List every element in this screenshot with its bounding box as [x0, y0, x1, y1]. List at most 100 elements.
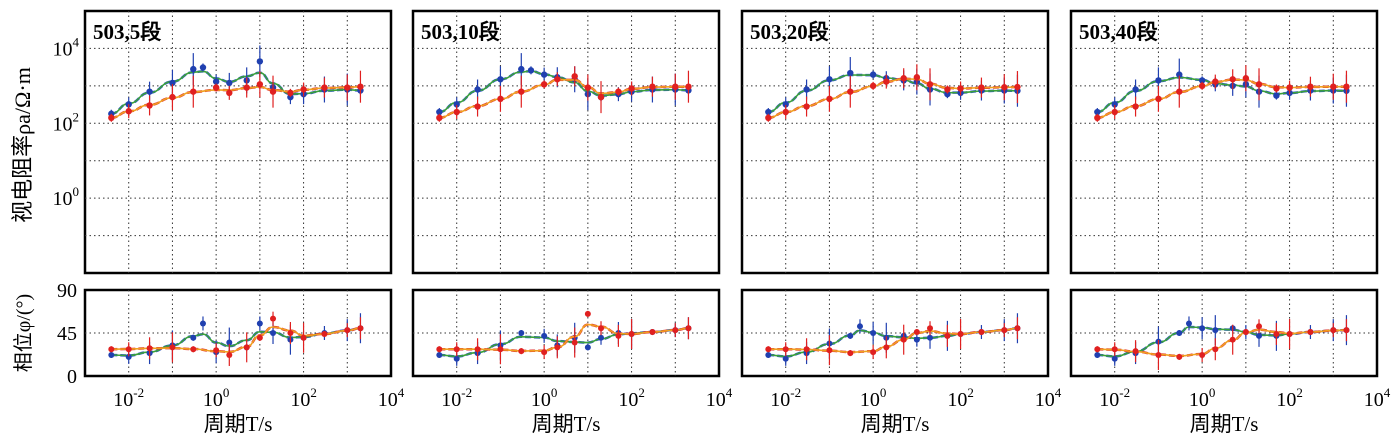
x-tick-label: 100	[860, 385, 887, 411]
phase-data-point	[1185, 320, 1192, 327]
panel-title: 503,5段	[93, 20, 161, 44]
rho-data-point	[826, 76, 833, 83]
rho-data-point	[615, 88, 622, 95]
tick-exponent: 2	[73, 109, 80, 124]
phase-data-point	[782, 346, 789, 353]
rho-data-point	[584, 84, 592, 91]
tick-exponent: 4	[726, 385, 733, 400]
x-tick-label: 10-2	[441, 385, 472, 411]
rho-data-point	[1273, 92, 1280, 99]
rho-data-point	[1014, 83, 1021, 91]
phase-data-point	[199, 320, 206, 327]
panel-title: 503,20段	[750, 20, 829, 44]
rho-data-point	[957, 85, 964, 92]
phase-data-point	[883, 344, 890, 351]
phase-data-point	[856, 323, 863, 330]
rho-data-point	[357, 83, 364, 90]
phase-data-point	[1111, 355, 1118, 362]
rho-data-point	[436, 108, 443, 116]
rho-tick-label: 100	[53, 184, 80, 210]
rho-data-point	[913, 74, 921, 81]
phase-data-point	[1212, 327, 1219, 334]
rho-data-point	[226, 79, 233, 87]
phase-data-point	[913, 329, 920, 336]
rho-data-point	[1094, 114, 1101, 122]
rho-data-point	[146, 102, 153, 109]
phase-data-point	[169, 344, 176, 351]
phase-data-point	[685, 325, 692, 332]
phase-data-point	[628, 330, 635, 337]
rho-data-point	[554, 76, 561, 83]
rho-plot-frame	[83, 9, 393, 275]
phase-data-point	[213, 347, 220, 354]
rho-data-point	[300, 86, 307, 93]
phase-data-point	[321, 330, 328, 337]
tick-exponent: 2	[967, 385, 974, 400]
phase-data-point	[1273, 330, 1280, 337]
x-axis-label: 周期T/s	[204, 412, 273, 436]
rho-data-point	[540, 71, 548, 78]
tick-base: 10	[53, 38, 73, 60]
phase-data-point	[357, 325, 364, 332]
phase-data-point	[108, 346, 115, 353]
rho-data-point	[1132, 86, 1139, 93]
phase-data-point	[1343, 327, 1350, 334]
tick-base: 10	[441, 389, 461, 411]
phase-data-point	[1256, 323, 1263, 330]
rho-data-point	[1229, 76, 1236, 83]
rho-data-point	[344, 84, 351, 91]
tick-base: 10	[1276, 389, 1296, 411]
rho-axis-label: 视电阻率ρa/Ω·m	[10, 67, 35, 223]
phase-data-point	[436, 346, 443, 353]
rho-data-point	[782, 108, 789, 116]
rho-data-point	[474, 86, 481, 93]
rho-data-point	[978, 84, 985, 91]
tick-exponent: 0	[223, 385, 230, 400]
phase-data-point	[765, 346, 772, 353]
tick-base: 10	[531, 389, 551, 411]
tick-base: 10	[706, 389, 726, 411]
x-tick-label: 10-2	[770, 385, 801, 411]
phase-data-point	[1094, 351, 1101, 358]
phase-data-point	[584, 310, 591, 317]
phase-data-point	[436, 351, 443, 358]
rho-data-point	[497, 95, 504, 103]
phase-data-point	[256, 320, 263, 327]
x-tick-label: 104	[378, 385, 405, 411]
tick-exponent: 4	[398, 385, 405, 400]
rho-data-point	[1242, 75, 1250, 82]
x-axis-label: 周期T/s	[861, 412, 930, 436]
phase-data-point	[1094, 346, 1101, 353]
phase-tick-label: 90	[57, 280, 77, 302]
tick-exponent: 0	[551, 385, 558, 400]
rho-data-point	[1132, 103, 1139, 110]
tick-exponent: 0	[1209, 385, 1216, 400]
rho-data-point	[869, 71, 877, 78]
rho-data-point	[226, 89, 233, 97]
rho-data-point	[803, 86, 810, 93]
phase-data-point	[1212, 346, 1219, 353]
phase-data-point	[344, 327, 351, 334]
tick-base: 10	[53, 188, 73, 210]
phase-data-point	[243, 344, 250, 351]
phase-data-point	[1132, 348, 1139, 355]
rho-data-point	[926, 81, 934, 88]
tick-exponent: -2	[790, 385, 801, 400]
phase-data-point	[870, 330, 877, 336]
rho-tick-label: 102	[53, 109, 80, 135]
rho-data-point	[256, 81, 264, 88]
phase-data-point	[571, 339, 578, 346]
rho-data-point	[869, 82, 877, 90]
phase-data-point	[541, 349, 548, 356]
phase-data-point	[900, 336, 907, 343]
tick-exponent: 0	[880, 385, 887, 400]
phase-data-point	[1307, 329, 1314, 336]
rho-data-point	[672, 83, 679, 90]
rho-data-point	[436, 114, 443, 122]
phase-data-point	[226, 351, 233, 358]
rho-data-point	[212, 84, 220, 91]
phase-data-point	[870, 349, 877, 356]
